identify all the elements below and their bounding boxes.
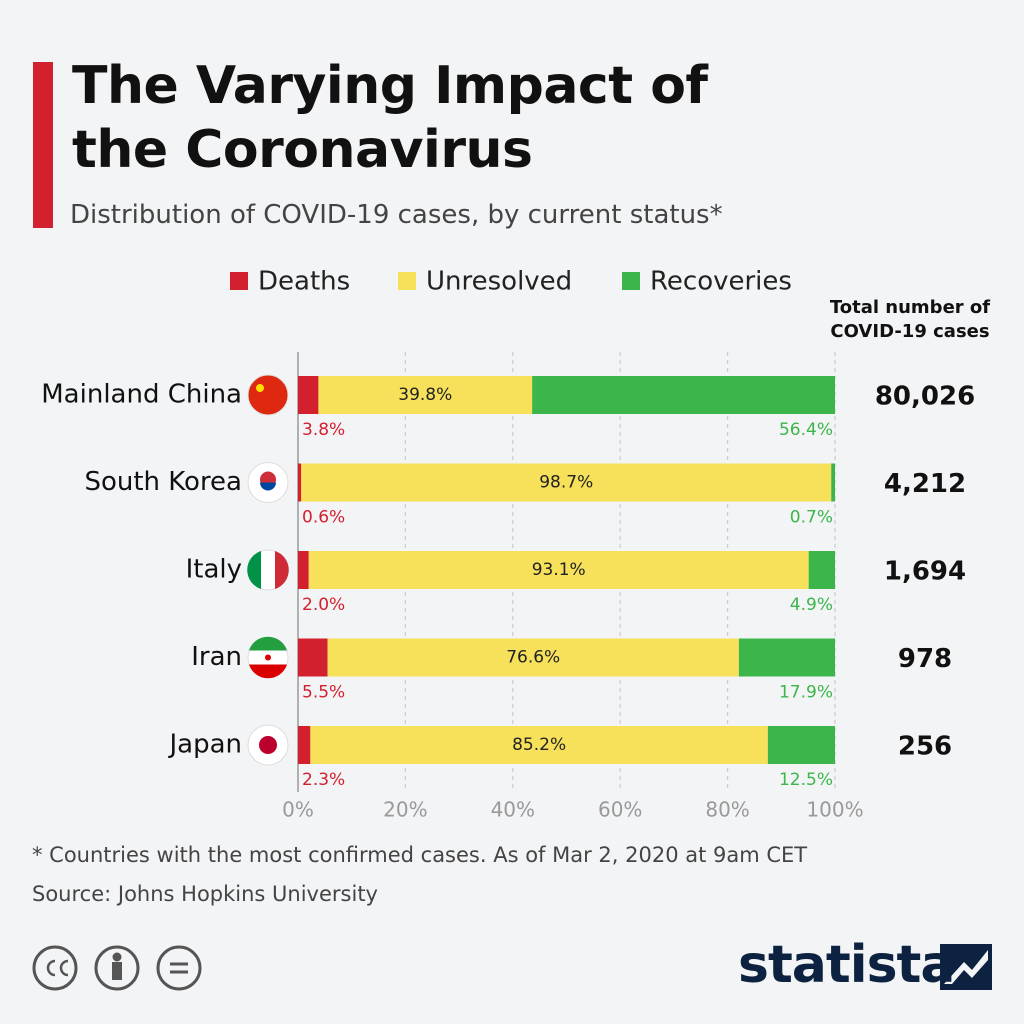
flag-emblem: [265, 654, 271, 661]
bar-segment: [831, 463, 835, 502]
value-label: 56.4%: [779, 420, 833, 440]
legend-swatch: [398, 272, 416, 290]
category-label: Mainland China: [41, 380, 242, 410]
value-label: 93.1%: [532, 560, 586, 580]
accent-bar: [33, 62, 53, 228]
bar-segment: [738, 638, 835, 677]
flag-green: [249, 636, 287, 651]
flag-star: [256, 384, 264, 392]
category-label: South Korea: [84, 467, 242, 497]
value-label: 17.9%: [779, 683, 833, 703]
x-tick-label: 60%: [598, 798, 642, 822]
footnote: * Countries with the most confirmed case…: [32, 843, 808, 867]
flag-bottom: [260, 482, 276, 491]
value-label: 0.6%: [302, 508, 345, 528]
bar-segment: [318, 376, 533, 414]
category-label: Iran: [191, 642, 242, 672]
flag: [247, 374, 289, 416]
value-label: 0.7%: [790, 508, 833, 528]
bar-segment: [808, 551, 835, 589]
bar-segment: [308, 551, 809, 589]
x-tick-label: 40%: [491, 798, 535, 822]
flag-red: [275, 551, 289, 589]
bar-segment: [532, 376, 835, 414]
bar-segment: [298, 638, 328, 677]
flag: [247, 636, 289, 679]
total-value: 256: [898, 732, 952, 762]
bar-segment: [301, 463, 832, 502]
flag-green: [247, 551, 261, 589]
legend-label: Unresolved: [426, 267, 572, 297]
x-tick-label: 80%: [705, 798, 749, 822]
value-label: 39.8%: [398, 385, 452, 405]
bar-segment: [298, 463, 302, 502]
source: Source: Johns Hopkins University: [32, 882, 378, 906]
total-value: 4,212: [884, 469, 966, 499]
license-icons: [32, 945, 202, 991]
value-label: 4.9%: [790, 595, 833, 615]
flag: [247, 724, 289, 766]
legend-label: Recoveries: [650, 267, 792, 297]
chart-title: The Varying Impact of the Coronavirus: [72, 56, 708, 180]
value-label: 76.6%: [506, 648, 560, 668]
brand-mark: [940, 944, 992, 990]
total-value: 978: [898, 644, 952, 674]
bar-segment: [298, 726, 311, 764]
category-label: Italy: [186, 555, 242, 585]
flag: [247, 549, 289, 591]
x-tick-label: 0%: [282, 798, 314, 822]
category-label: Japan: [167, 730, 242, 760]
flag-bg: [247, 374, 289, 416]
bar-segment: [767, 726, 835, 764]
value-label: 5.5%: [302, 683, 345, 703]
flag-red: [249, 664, 287, 679]
total-value: 1,694: [884, 557, 966, 587]
flag-sun: [259, 736, 277, 754]
value-label: 3.8%: [302, 420, 345, 440]
legend-label: Deaths: [258, 267, 350, 297]
bar-segment: [298, 551, 309, 589]
bar-segment: [310, 726, 768, 764]
x-tick-label: 20%: [383, 798, 427, 822]
flag: [247, 462, 289, 503]
value-label: 2.3%: [302, 770, 345, 790]
bar-segment: [298, 376, 319, 414]
value-label: 85.2%: [512, 735, 566, 755]
legend-swatch: [622, 272, 640, 290]
bar-segment: [327, 638, 739, 677]
brand: statista: [738, 935, 955, 995]
total-value: 80,026: [875, 382, 975, 412]
value-label: 98.7%: [539, 473, 593, 493]
x-tick-label: 100%: [806, 798, 863, 822]
totals-header: Total number of COVID-19 cases: [829, 297, 991, 342]
value-label: 12.5%: [779, 770, 833, 790]
legend-swatch: [230, 272, 248, 290]
value-label: 2.0%: [302, 595, 345, 615]
chart-subtitle: Distribution of COVID-19 cases, by curre…: [70, 200, 723, 230]
